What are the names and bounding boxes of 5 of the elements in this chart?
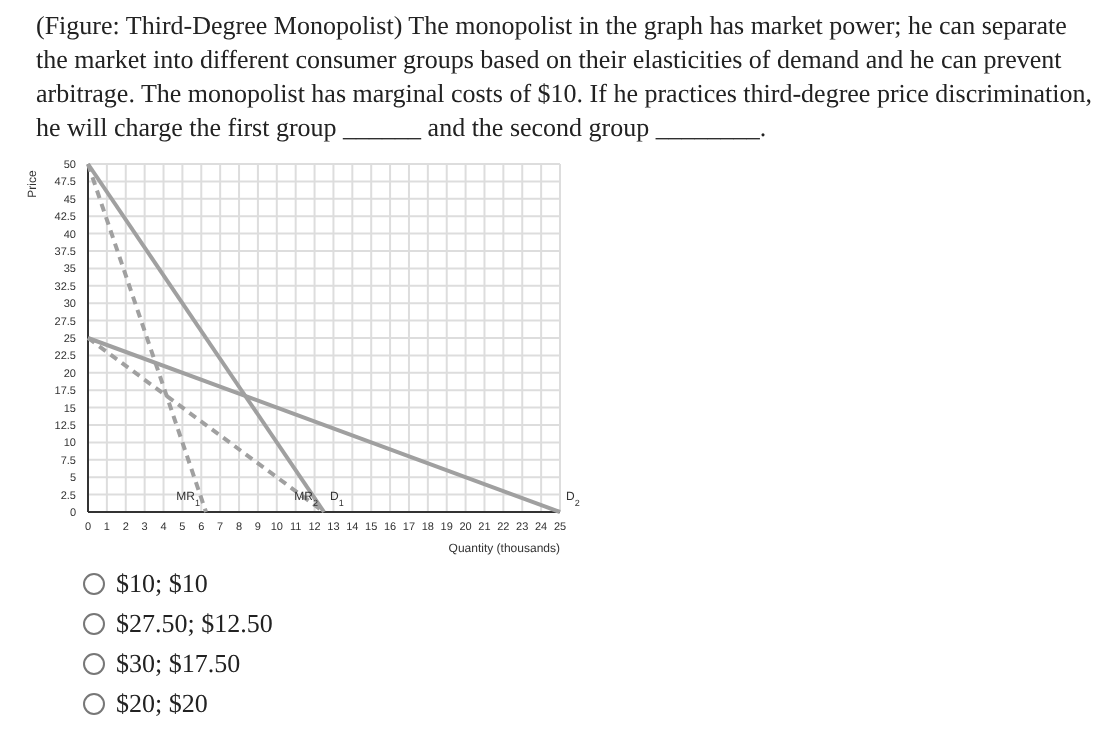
- text: $27.50; $12.50: [116, 608, 273, 638]
- text: $20; $20: [116, 688, 208, 718]
- text: $30; $17.50: [116, 648, 241, 678]
- text: $10; $10: [116, 568, 208, 598]
- chart-title: (Figure: Third-Degree Monopolist) The monopolist in the graph has market power; he can separate the market into different consumer groups based on their elasticities of demand and he can prevent arbitrage. The monopolist has marginal costs of $10. If he practices third-degree price discrimination, he will charge the first group ______ and the second group ________.: [36, 8, 1095, 144]
